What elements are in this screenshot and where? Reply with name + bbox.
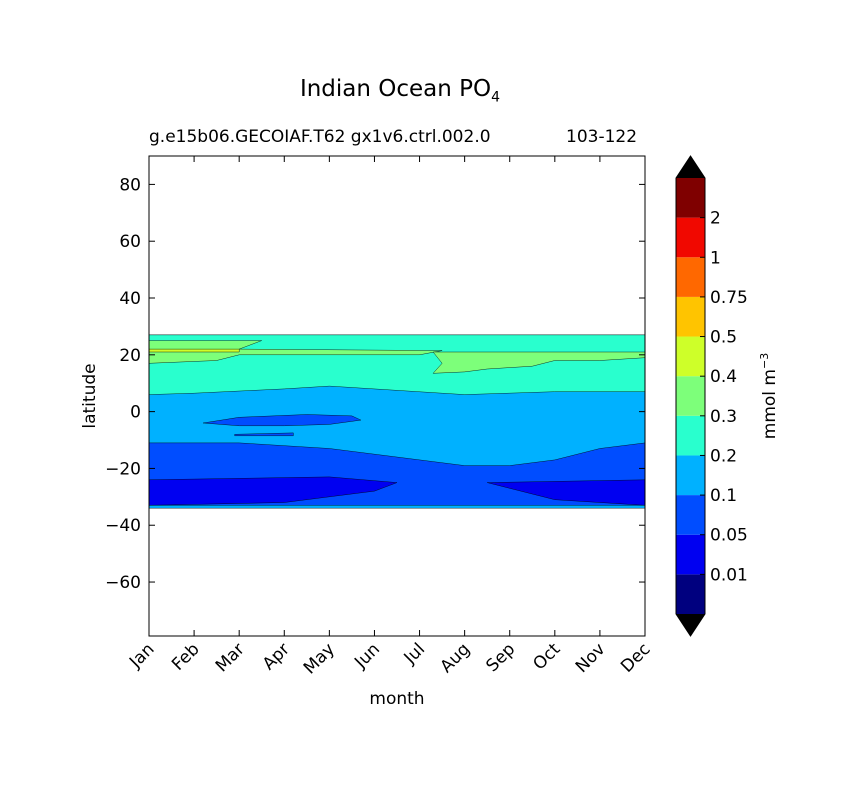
colorbar-tick-label: 0.4 — [710, 367, 737, 387]
colorbar-box — [676, 217, 705, 258]
y-axis-label: latitude — [80, 363, 100, 428]
y-tick-label: −40 — [105, 516, 141, 536]
colorbar-tick-label: 0.1 — [710, 486, 737, 506]
x-tick-label: Dec — [617, 639, 654, 676]
colorbar-box — [676, 574, 705, 614]
x-tick-label: Jul — [400, 639, 429, 668]
colorbar-tick-label: 0.05 — [710, 526, 748, 546]
x-tick-label: Aug — [437, 639, 475, 677]
x-tick-label: Apr — [259, 639, 294, 674]
y-tick-label: 0 — [130, 403, 141, 423]
y-tick-label: 80 — [119, 175, 141, 195]
colorbar-tick-label: 1 — [710, 248, 721, 268]
colorbar: 0.01 0.05 0.1 0.2 0.3 0.4 0.5 0.75 1 2 mmol m−3 — [675, 155, 780, 637]
field-region-0.3-west — [149, 340, 443, 364]
y-tick-label: 60 — [119, 232, 141, 252]
field-region-0.4 — [149, 348, 240, 353]
colorbar-tick-label: 0.75 — [710, 288, 748, 308]
x-tick-label: Sep — [482, 639, 519, 676]
y-tick-label: 20 — [119, 346, 141, 366]
field-region-0.3-east — [432, 351, 645, 374]
chart-title: Indian Ocean PO4 — [299, 76, 501, 106]
x-tick-label: Jun — [350, 639, 384, 673]
colorbar-extend-max — [676, 156, 705, 178]
colorbar-tick-label: 0.2 — [710, 446, 737, 466]
x-tick-label: Mar — [212, 639, 249, 676]
field-patch-0.01-west — [149, 476, 398, 506]
chart-subtitle-case: g.e15b06.GECOIAF.T62 gx1v6.ctrl.002.0 — [149, 127, 491, 147]
x-tick-label: Feb — [168, 639, 203, 674]
colorbar-box — [676, 534, 705, 575]
field-patch-equatorial — [203, 414, 362, 426]
colorbar-box — [676, 178, 705, 218]
x-axis-label: month — [369, 689, 424, 709]
x-tick-label: May — [300, 639, 339, 678]
plot-frame — [148, 155, 646, 637]
colorbar-box — [676, 296, 705, 337]
colorbar-label-exponent: −3 — [758, 353, 771, 369]
contour-field — [149, 334, 645, 509]
colorbar-box — [676, 257, 705, 297]
y-tick-label: −20 — [105, 459, 141, 479]
y-tick-label: 40 — [119, 289, 141, 309]
y-tick-label: −60 — [105, 573, 141, 593]
chart-subtitle-years: 103-122 — [566, 127, 638, 147]
colorbar-tick-label: 2 — [710, 209, 721, 229]
colorbar-box — [676, 336, 705, 377]
colorbar-box — [676, 455, 705, 496]
x-tick-label: Oct — [529, 639, 564, 674]
x-tick-label: Jan — [125, 639, 158, 672]
colorbar-extend-min — [676, 614, 705, 636]
field-patch-equatorial-small — [234, 432, 294, 436]
colorbar-box — [676, 415, 705, 456]
field-patch-0.01-east — [487, 479, 645, 506]
colorbar-box — [676, 495, 705, 535]
colorbar-tick-label: 0.5 — [710, 328, 737, 348]
colorbar-tick-label: 0.3 — [710, 407, 737, 427]
colorbar-box — [676, 376, 705, 416]
x-tick-label: Nov — [572, 639, 610, 677]
colorbar-tick-label: 0.01 — [710, 565, 748, 585]
colorbar-frame — [675, 155, 706, 637]
colorbar-label: mmol m−3 — [758, 353, 780, 439]
